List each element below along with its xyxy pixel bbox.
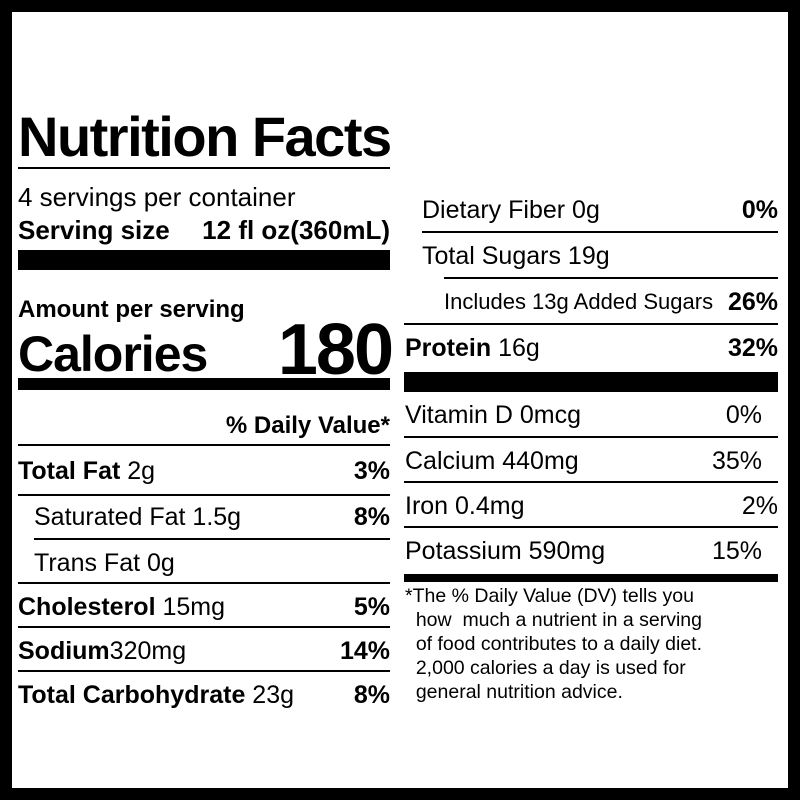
vitamin-name: Potassium 590mg [405, 536, 606, 565]
nutrient-amount: 15mg [162, 592, 226, 621]
divider [444, 277, 778, 279]
vitamin-row-vitamin-d: Vitamin D 0mcg 0% [405, 392, 762, 438]
nutrient-name: Total Sugars 19g [422, 241, 610, 270]
vitamin-dv: 15% [711, 536, 762, 565]
nutrient-amount: 320mg [109, 636, 187, 665]
divider [18, 444, 390, 446]
nutrient-dv: 14% [339, 636, 390, 665]
nutrient-dv: 8% [353, 502, 390, 531]
nutrient-amount: 16g [498, 333, 540, 362]
nutrient-name: Includes 13g Added Sugars [444, 289, 714, 314]
serving-size: Serving size 12 fl oz(360mL) [18, 215, 390, 246]
nutrient-name: Trans Fat 0g [34, 548, 175, 577]
nutrient-row-total-fat: Total Fat 2g 3% [18, 448, 390, 494]
nutrient-name: Total Fat [18, 456, 121, 485]
vitamin-row-calcium: Calcium 440mg 35% [405, 438, 762, 484]
nutrient-row-protein: Protein 16g 32% [405, 325, 778, 371]
divider [18, 582, 390, 584]
servings-per-container: 4 servings per container [18, 182, 296, 212]
nutrient-dv: 26% [727, 287, 778, 316]
label-title: Nutrition Facts [18, 105, 392, 168]
serving-size-label: Serving size [18, 215, 170, 245]
calories-label: Calories [18, 326, 208, 382]
divider [18, 626, 390, 628]
nutrient-row-added-sugars: Includes 13g Added Sugars 26% [444, 279, 778, 325]
vitamin-row-potassium: Potassium 590mg 15% [405, 528, 762, 574]
vitamin-name: Iron 0.4mg [405, 491, 525, 520]
nutrient-name: Dietary Fiber 0g [422, 195, 600, 224]
nutrient-dv: 3% [353, 456, 390, 485]
medium-divider [18, 378, 390, 390]
vitamin-dv: 2% [741, 491, 778, 520]
serving-size-value: 12 fl oz(360mL) [202, 215, 390, 245]
nutrient-amount: 23g [252, 680, 295, 709]
nutrient-row-saturated-fat: Saturated Fat 1.5g 8% [34, 494, 390, 540]
nutrient-row-sodium: Sodium320mg 14% [18, 628, 390, 674]
divider [18, 494, 390, 496]
divider [18, 167, 390, 169]
divider [18, 670, 390, 672]
nutrient-amount: 2g [127, 456, 156, 485]
nutrient-name: Cholesterol [18, 592, 156, 621]
vitamin-dv: 0% [725, 400, 762, 429]
vitamin-name: Vitamin D 0mcg [405, 400, 581, 429]
nutrient-name: Protein [405, 333, 492, 362]
nutrient-row-dietary-fiber: Dietary Fiber 0g 0% [422, 187, 778, 233]
divider [404, 526, 778, 528]
vitamin-name: Calcium 440mg [405, 446, 579, 475]
vitamin-dv: 35% [711, 446, 762, 475]
nutrient-dv: 32% [727, 333, 778, 362]
nutrient-dv: 5% [353, 592, 390, 621]
divider [34, 538, 390, 540]
calories-value: 180 [277, 310, 394, 390]
nutrient-dv: 0% [741, 195, 778, 224]
divider [404, 481, 778, 483]
divider [404, 436, 778, 438]
nutrient-name: Saturated Fat 1.5g [34, 502, 242, 531]
nutrition-label: Nutrition Facts 4 servings per container… [12, 12, 788, 788]
thick-divider [18, 250, 390, 270]
nutrient-dv: 8% [353, 680, 390, 709]
nutrient-row-trans-fat: Trans Fat 0g [34, 540, 390, 586]
nutrient-name: Sodium [18, 636, 110, 665]
nutrient-row-cholesterol: Cholesterol 15mg 5% [18, 584, 390, 630]
nutrient-row-total-carbohydrate: Total Carbohydrate 23g 8% [18, 672, 390, 718]
thick-divider [404, 372, 778, 392]
vitamin-row-iron: Iron 0.4mg 2% [405, 483, 778, 529]
daily-value-footnote: *The % Daily Value (DV) tells you how mu… [405, 585, 703, 703]
nutrient-row-total-sugars: Total Sugars 19g [422, 233, 778, 279]
medium-divider [404, 574, 778, 582]
divider [404, 323, 778, 325]
divider [422, 231, 778, 233]
nutrient-name: Total Carbohydrate [18, 680, 246, 709]
daily-value-header: % Daily Value* [225, 412, 390, 439]
amount-per-serving: Amount per serving [18, 296, 245, 323]
